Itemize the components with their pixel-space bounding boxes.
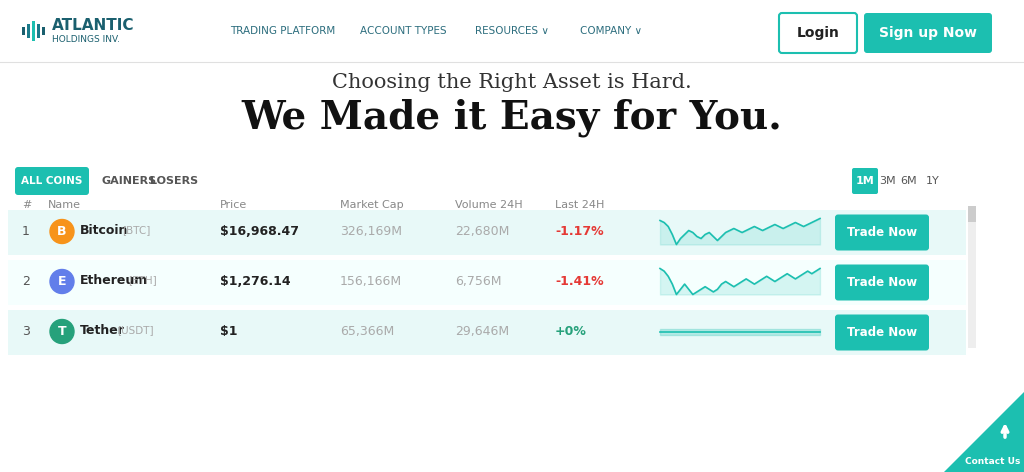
Text: 22,680M: 22,680M (455, 225, 509, 238)
Text: [BTC]: [BTC] (123, 226, 151, 236)
Text: LOSERS: LOSERS (150, 176, 198, 186)
Text: Market Cap: Market Cap (340, 200, 403, 210)
Text: $1: $1 (220, 325, 238, 338)
Text: [USDT]: [USDT] (117, 326, 154, 336)
Text: Choosing the Right Asset is Hard.: Choosing the Right Asset is Hard. (332, 73, 692, 92)
Text: We Made it Easy for You.: We Made it Easy for You. (242, 99, 782, 137)
FancyBboxPatch shape (968, 206, 976, 222)
FancyBboxPatch shape (852, 168, 878, 194)
Text: Price: Price (220, 200, 247, 210)
Polygon shape (944, 392, 1024, 472)
Text: Sign up Now: Sign up Now (879, 26, 977, 40)
Text: 6,756M: 6,756M (455, 275, 502, 288)
Text: 65,366M: 65,366M (340, 325, 394, 338)
Text: #: # (22, 200, 32, 210)
Text: Name: Name (48, 200, 81, 210)
Text: 1M: 1M (856, 176, 874, 186)
FancyBboxPatch shape (0, 0, 1024, 62)
FancyBboxPatch shape (37, 24, 40, 38)
Circle shape (50, 270, 74, 294)
Text: 156,166M: 156,166M (340, 275, 402, 288)
Text: Contact Us: Contact Us (965, 457, 1020, 466)
Text: 6M: 6M (901, 176, 918, 186)
FancyBboxPatch shape (8, 210, 966, 255)
Text: COMPANY ∨: COMPANY ∨ (580, 26, 642, 36)
Text: 2: 2 (22, 275, 30, 288)
FancyBboxPatch shape (835, 264, 929, 301)
FancyBboxPatch shape (27, 24, 30, 38)
Text: ATLANTIC: ATLANTIC (52, 18, 134, 34)
Text: 1: 1 (22, 225, 30, 238)
FancyBboxPatch shape (8, 260, 966, 305)
Text: 1Y: 1Y (926, 176, 940, 186)
Text: Trade Now: Trade Now (847, 226, 918, 239)
Text: T: T (57, 325, 67, 338)
Text: 29,646M: 29,646M (455, 325, 509, 338)
FancyBboxPatch shape (15, 167, 89, 195)
FancyBboxPatch shape (968, 208, 976, 348)
Text: [ETH]: [ETH] (128, 276, 157, 286)
FancyBboxPatch shape (864, 13, 992, 53)
Text: E: E (57, 275, 67, 288)
FancyBboxPatch shape (779, 13, 857, 53)
FancyBboxPatch shape (835, 314, 929, 351)
Text: 3: 3 (22, 325, 30, 338)
Text: Login: Login (797, 26, 840, 40)
Polygon shape (946, 392, 1024, 472)
FancyBboxPatch shape (32, 21, 35, 41)
Text: Last 24H: Last 24H (555, 200, 604, 210)
Text: -1.17%: -1.17% (555, 225, 603, 238)
Text: Ethereum: Ethereum (80, 274, 148, 287)
Text: B: B (57, 225, 67, 238)
Circle shape (50, 320, 74, 344)
Text: 326,169M: 326,169M (340, 225, 402, 238)
FancyBboxPatch shape (8, 310, 966, 355)
Text: Tether: Tether (80, 324, 125, 337)
Text: Trade Now: Trade Now (847, 326, 918, 339)
Text: RESOURCES ∨: RESOURCES ∨ (475, 26, 549, 36)
Text: ALL COINS: ALL COINS (22, 176, 83, 186)
Text: +0%: +0% (555, 325, 587, 338)
Text: 3M: 3M (879, 176, 895, 186)
Text: -1.41%: -1.41% (555, 275, 603, 288)
Text: Trade Now: Trade Now (847, 276, 918, 289)
Text: TRADING PLATFORM: TRADING PLATFORM (230, 26, 335, 36)
Circle shape (50, 219, 74, 244)
Text: Volume 24H: Volume 24H (455, 200, 522, 210)
FancyBboxPatch shape (42, 27, 45, 35)
Text: HOLDINGS INV.: HOLDINGS INV. (52, 34, 120, 43)
Text: Bitcoin: Bitcoin (80, 224, 128, 237)
FancyBboxPatch shape (835, 214, 929, 251)
Text: GAINERS: GAINERS (102, 176, 157, 186)
Text: ACCOUNT TYPES: ACCOUNT TYPES (360, 26, 446, 36)
Text: $1,276.14: $1,276.14 (220, 275, 291, 288)
Text: $16,968.47: $16,968.47 (220, 225, 299, 238)
FancyBboxPatch shape (22, 27, 25, 35)
